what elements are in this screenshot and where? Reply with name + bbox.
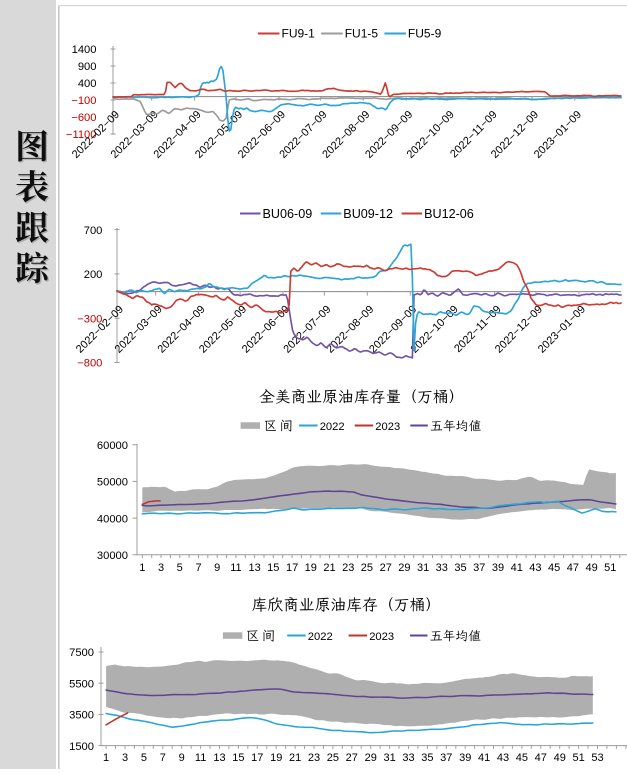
svg-text:1: 1 xyxy=(103,752,109,764)
svg-text:43: 43 xyxy=(529,562,541,574)
svg-text:2023: 2023 xyxy=(369,631,394,643)
svg-text:30000: 30000 xyxy=(97,550,128,562)
svg-text:9: 9 xyxy=(214,562,220,574)
svg-text:41: 41 xyxy=(478,752,490,764)
svg-text:23: 23 xyxy=(308,752,320,764)
svg-text:2022: 2022 xyxy=(308,631,333,643)
svg-text:33: 33 xyxy=(436,562,448,574)
svg-text:BU09-12: BU09-12 xyxy=(343,207,393,221)
svg-text:43: 43 xyxy=(497,752,509,764)
svg-text:3500: 3500 xyxy=(69,710,94,722)
svg-text:29: 29 xyxy=(365,752,377,764)
svg-text:49: 49 xyxy=(585,562,597,574)
svg-text:51: 51 xyxy=(572,752,584,764)
svg-text:3: 3 xyxy=(158,562,164,574)
svg-text:7: 7 xyxy=(160,752,166,764)
svg-text:29: 29 xyxy=(398,562,410,574)
svg-text:−800: −800 xyxy=(77,358,102,370)
svg-text:17: 17 xyxy=(286,562,298,574)
svg-text:39: 39 xyxy=(459,752,471,764)
svg-text:50000: 50000 xyxy=(97,477,128,489)
svg-text:53: 53 xyxy=(591,752,603,764)
svg-text:35: 35 xyxy=(421,752,433,764)
svg-text:41: 41 xyxy=(511,562,523,574)
svg-text:35: 35 xyxy=(454,562,466,574)
svg-text:45: 45 xyxy=(516,752,528,764)
svg-text:900: 900 xyxy=(78,61,97,73)
svg-text:3: 3 xyxy=(122,752,128,764)
svg-text:FU9-1: FU9-1 xyxy=(282,27,316,41)
svg-text:25: 25 xyxy=(327,752,339,764)
svg-text:9: 9 xyxy=(179,752,185,764)
svg-text:11: 11 xyxy=(230,562,241,574)
svg-text:700: 700 xyxy=(84,225,103,237)
svg-text:37: 37 xyxy=(473,562,485,574)
svg-text:−300: −300 xyxy=(77,313,102,325)
svg-text:17: 17 xyxy=(251,752,263,764)
svg-text:27: 27 xyxy=(346,752,358,764)
svg-text:400: 400 xyxy=(78,78,97,90)
svg-text:5: 5 xyxy=(141,752,147,764)
svg-text:33: 33 xyxy=(402,752,414,764)
svg-text:19: 19 xyxy=(305,562,317,574)
svg-text:1: 1 xyxy=(139,562,145,574)
svg-text:47: 47 xyxy=(567,562,579,574)
svg-text:60000: 60000 xyxy=(97,440,128,452)
svg-text:5500: 5500 xyxy=(69,678,94,690)
svg-text:11: 11 xyxy=(195,752,206,764)
svg-text:31: 31 xyxy=(383,752,395,764)
svg-text:13: 13 xyxy=(213,752,225,764)
svg-text:23: 23 xyxy=(342,562,354,574)
svg-text:BU12-06: BU12-06 xyxy=(424,207,474,221)
svg-text:5: 5 xyxy=(177,562,183,574)
svg-text:21: 21 xyxy=(289,752,301,764)
svg-text:1400: 1400 xyxy=(72,44,97,56)
svg-text:13: 13 xyxy=(248,562,260,574)
svg-text:27: 27 xyxy=(380,562,392,574)
svg-text:−1100: −1100 xyxy=(66,129,97,141)
svg-text:200: 200 xyxy=(84,269,103,281)
svg-text:45: 45 xyxy=(548,562,560,574)
svg-text:39: 39 xyxy=(492,562,504,574)
svg-text:49: 49 xyxy=(554,752,566,764)
svg-text:−600: −600 xyxy=(71,112,96,124)
svg-text:−100: −100 xyxy=(71,95,96,107)
svg-text:21: 21 xyxy=(323,562,335,574)
svg-text:37: 37 xyxy=(440,752,452,764)
svg-text:BU06-09: BU06-09 xyxy=(263,207,313,221)
svg-text:15: 15 xyxy=(232,752,244,764)
svg-text:31: 31 xyxy=(417,562,429,574)
svg-text:40000: 40000 xyxy=(97,513,128,525)
svg-text:FU5-9: FU5-9 xyxy=(408,27,442,41)
svg-text:19: 19 xyxy=(270,752,282,764)
svg-text:7500: 7500 xyxy=(69,647,94,659)
svg-text:1500: 1500 xyxy=(69,741,94,753)
svg-text:25: 25 xyxy=(361,562,373,574)
svg-text:FU1-5: FU1-5 xyxy=(345,27,379,41)
svg-text:2023: 2023 xyxy=(375,421,400,433)
svg-text:47: 47 xyxy=(535,752,547,764)
svg-text:15: 15 xyxy=(267,562,279,574)
svg-text:2022: 2022 xyxy=(320,421,345,433)
svg-text:51: 51 xyxy=(604,562,616,574)
svg-text:7: 7 xyxy=(195,562,201,574)
